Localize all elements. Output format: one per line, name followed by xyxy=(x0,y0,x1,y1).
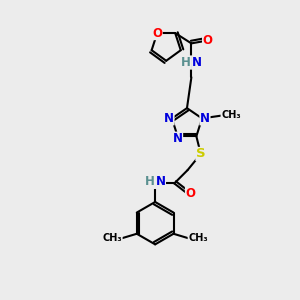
Text: N: N xyxy=(155,176,165,188)
Text: N: N xyxy=(200,112,210,125)
Text: CH₃: CH₃ xyxy=(103,233,122,243)
Text: H: H xyxy=(181,56,191,69)
Text: N: N xyxy=(172,132,183,145)
Text: CH₃: CH₃ xyxy=(221,110,241,120)
Text: CH₃: CH₃ xyxy=(188,233,208,243)
Text: N: N xyxy=(192,56,202,69)
Text: S: S xyxy=(196,148,206,160)
Text: H: H xyxy=(145,176,155,188)
Text: O: O xyxy=(185,187,196,200)
Text: O: O xyxy=(152,27,162,40)
Text: O: O xyxy=(202,34,213,47)
Text: N: N xyxy=(164,112,174,125)
